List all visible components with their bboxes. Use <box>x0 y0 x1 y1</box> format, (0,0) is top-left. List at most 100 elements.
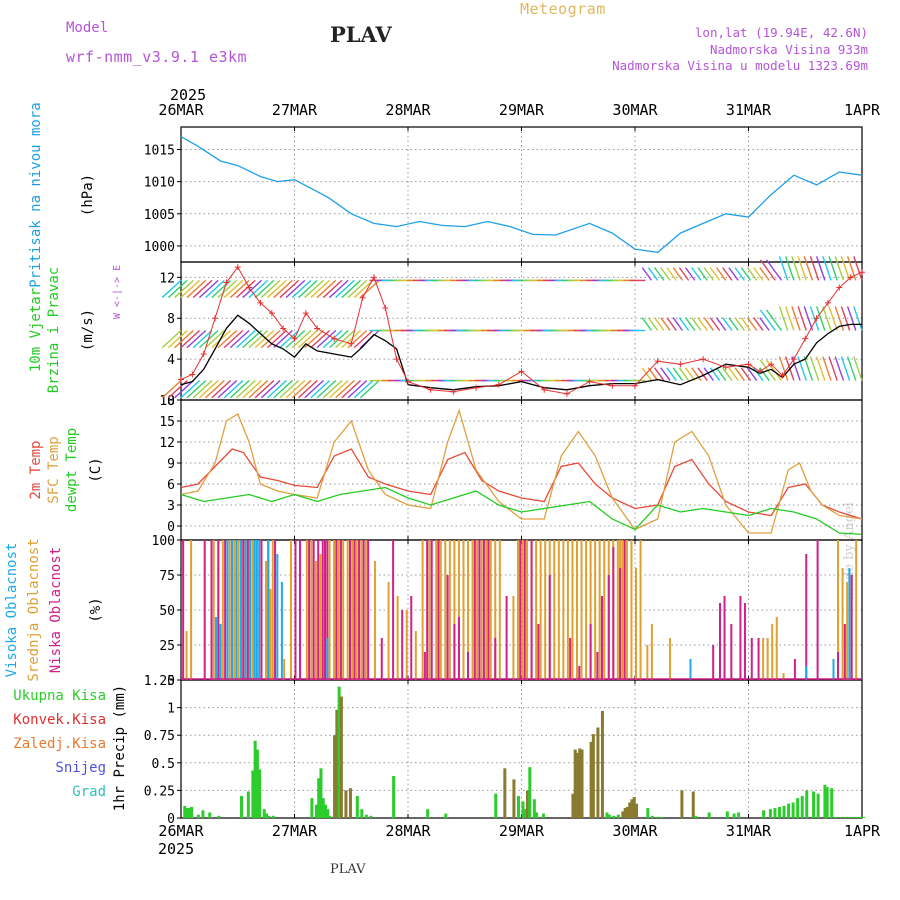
wind-arrow <box>310 279 331 299</box>
gust-marker <box>632 382 638 389</box>
pressure-line <box>180 136 863 254</box>
precip-bar <box>596 727 600 818</box>
wind-arrow <box>285 380 306 399</box>
precip-bar <box>360 809 364 818</box>
wind-arrow <box>161 329 182 349</box>
precip-bar <box>859 816 863 818</box>
wind-arrow <box>728 267 739 281</box>
wind-arrow <box>703 267 714 281</box>
wind-arrow <box>840 256 851 281</box>
precip-bar <box>768 809 772 818</box>
wind-title-1: 10m Vjetar <box>28 288 44 372</box>
cloud-low-bar <box>326 540 329 680</box>
cloud-low-bar <box>793 659 796 680</box>
precip-bar <box>253 740 257 818</box>
wind-arrow <box>846 306 857 331</box>
wind-arrow <box>722 267 733 281</box>
wind-arrow <box>853 356 863 381</box>
wind-arrow <box>297 279 318 299</box>
precip-bar <box>623 808 627 818</box>
cloud-low-bar <box>548 575 551 680</box>
cloud-mid-bar <box>462 540 465 680</box>
wind-arrow <box>279 380 300 399</box>
precip-bar <box>339 696 343 818</box>
precip-bar <box>575 752 579 818</box>
precip-bar <box>271 815 275 818</box>
cloud-mid-bar <box>762 638 765 680</box>
cloud-high-bar <box>226 540 229 680</box>
wind-arrow <box>167 279 188 299</box>
gust-marker <box>586 378 593 385</box>
wind-arrow <box>709 367 721 381</box>
wind-arrow <box>180 279 201 299</box>
wind-arrow <box>778 306 789 331</box>
precip-bar <box>625 806 629 818</box>
cloud-low-bar <box>457 617 460 680</box>
cloud-mid-bar <box>841 568 844 680</box>
cloud-low-bar <box>430 540 433 680</box>
cloud-mid-bar <box>305 540 308 680</box>
precip-bar <box>208 812 212 818</box>
precip-bar <box>314 804 318 818</box>
wind-arrow <box>766 259 783 281</box>
wind-arrow <box>328 279 349 299</box>
wind-arrow <box>310 329 331 349</box>
cloud-low-bar <box>537 624 540 680</box>
cloud-low-bar <box>589 624 592 680</box>
precip-bar <box>600 710 604 818</box>
gust-marker <box>427 386 434 393</box>
cloud-mid-bar <box>355 540 358 680</box>
date-label-top: 1APR <box>844 101 881 119</box>
cloud-low-bar <box>260 540 263 680</box>
cloud-low-bar <box>569 638 572 680</box>
precip-bar <box>267 815 271 818</box>
gust-marker <box>847 274 854 281</box>
cloud-low-bar <box>426 540 429 680</box>
wind-arrow <box>660 317 671 331</box>
precip-bar <box>830 788 834 818</box>
wind-arrow <box>672 267 684 281</box>
wind-arrow <box>746 317 758 331</box>
wind-arrow <box>285 279 306 299</box>
wind-arrow <box>310 380 331 399</box>
precip-bar <box>612 815 616 818</box>
pressure-title: Pritisak na nivou mora <box>28 102 44 287</box>
date-label-top: 28MAR <box>385 101 431 119</box>
cloud-title-2: Srednja Oblacnost <box>26 538 42 681</box>
wind-arrow <box>822 306 832 331</box>
precip-legend-4: Snijeg <box>55 760 106 776</box>
wind-arrow <box>672 367 684 381</box>
precip-bar <box>392 776 396 818</box>
wind-arrow <box>229 380 250 399</box>
precip-bar <box>773 808 777 818</box>
wind-arrow <box>205 329 225 349</box>
precip-bar <box>369 815 373 818</box>
precip-bar <box>707 812 711 818</box>
precip-bar <box>521 801 525 818</box>
cloud-low-bar <box>487 540 490 680</box>
cloud-low-bar <box>473 540 476 680</box>
wind-arrow <box>316 279 337 299</box>
cloud-mid-bar <box>512 596 515 680</box>
wind-arrow <box>322 380 343 399</box>
precip-bar <box>791 802 795 818</box>
cloud-mid-bar <box>625 540 628 680</box>
cloud-mid-bar <box>494 540 497 680</box>
cloud-mid-bar <box>283 659 286 680</box>
gust-marker <box>518 368 525 375</box>
cloud-low-bar <box>367 540 370 680</box>
precip-bar <box>816 793 820 818</box>
cloud-high-bar <box>253 540 256 680</box>
gust-marker <box>756 368 763 375</box>
wind-arrow <box>353 279 374 299</box>
wind-arrow <box>759 317 770 331</box>
cloud-mid-bar <box>621 540 624 680</box>
gust-marker <box>745 361 752 368</box>
wind-arrow <box>242 329 262 349</box>
gust-marker <box>246 284 253 291</box>
wind-arrow <box>803 306 814 331</box>
precip-bar <box>812 791 816 818</box>
precip-bar <box>852 816 856 818</box>
cloud-mid-bar <box>337 540 340 680</box>
wind-arrow <box>304 279 324 299</box>
